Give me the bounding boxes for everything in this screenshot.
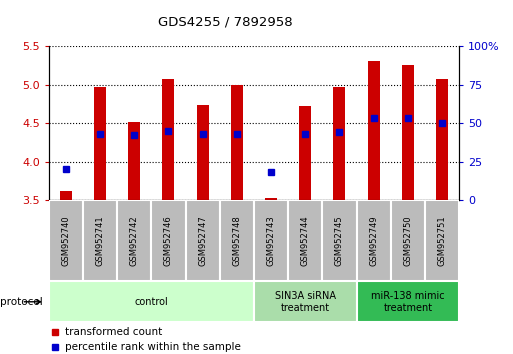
Text: transformed count: transformed count	[65, 327, 163, 337]
Text: GSM952749: GSM952749	[369, 215, 378, 266]
Bar	[117, 200, 151, 281]
Text: GSM952741: GSM952741	[95, 215, 105, 266]
Text: GSM952750: GSM952750	[403, 215, 412, 266]
Bar	[357, 281, 459, 322]
Bar	[368, 62, 380, 200]
Text: GSM952746: GSM952746	[164, 215, 173, 266]
Text: GSM952740: GSM952740	[62, 215, 70, 266]
Bar	[60, 191, 72, 200]
Bar	[436, 79, 448, 200]
Bar	[357, 200, 391, 281]
Bar	[220, 200, 254, 281]
Bar	[254, 281, 357, 322]
Text: SIN3A siRNA
treatment: SIN3A siRNA treatment	[275, 291, 336, 313]
Bar	[186, 200, 220, 281]
Bar	[231, 85, 243, 200]
Text: protocol: protocol	[0, 297, 43, 307]
Text: GSM952748: GSM952748	[232, 215, 241, 266]
Bar	[402, 65, 414, 200]
Bar	[49, 281, 254, 322]
Text: GSM952742: GSM952742	[130, 215, 139, 266]
Bar	[163, 79, 174, 200]
Bar	[83, 200, 117, 281]
Bar	[49, 200, 83, 281]
Text: GSM952745: GSM952745	[335, 215, 344, 266]
Text: percentile rank within the sample: percentile rank within the sample	[65, 342, 241, 353]
Bar	[288, 200, 322, 281]
Bar	[322, 200, 357, 281]
Bar	[333, 87, 345, 200]
Text: GSM952751: GSM952751	[438, 215, 446, 266]
Bar	[254, 200, 288, 281]
Bar	[196, 105, 209, 200]
Bar	[128, 122, 140, 200]
Text: GSM952743: GSM952743	[267, 215, 275, 266]
Text: GDS4255 / 7892958: GDS4255 / 7892958	[159, 16, 293, 29]
Text: miR-138 mimic
treatment: miR-138 mimic treatment	[371, 291, 445, 313]
Bar	[425, 200, 459, 281]
Text: GSM952744: GSM952744	[301, 215, 310, 266]
Text: control: control	[134, 297, 168, 307]
Bar	[94, 87, 106, 200]
Bar	[299, 106, 311, 200]
Bar	[151, 200, 186, 281]
Text: GSM952747: GSM952747	[198, 215, 207, 266]
Bar	[391, 200, 425, 281]
Bar	[265, 199, 277, 200]
